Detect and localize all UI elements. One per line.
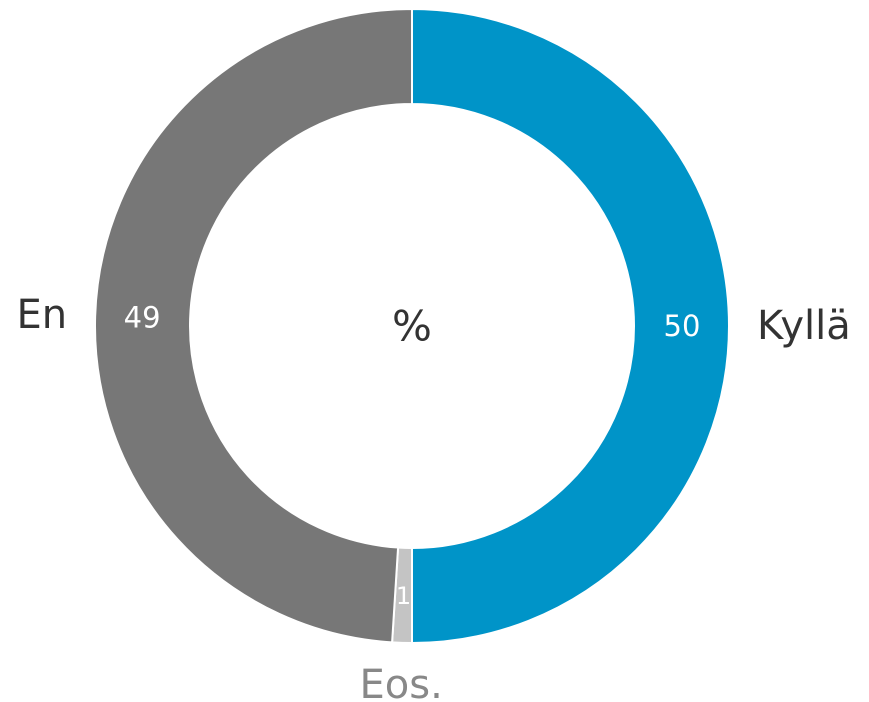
value-label: 1 bbox=[396, 582, 411, 610]
slice bbox=[94, 7, 413, 644]
value-label: 49 bbox=[124, 301, 161, 335]
category-label: En bbox=[17, 292, 68, 338]
slice bbox=[411, 7, 730, 645]
value-label: 50 bbox=[664, 309, 701, 343]
category-label: Kyllä bbox=[757, 303, 851, 349]
center-label: % bbox=[392, 302, 432, 351]
category-label: Eos. bbox=[360, 662, 443, 702]
